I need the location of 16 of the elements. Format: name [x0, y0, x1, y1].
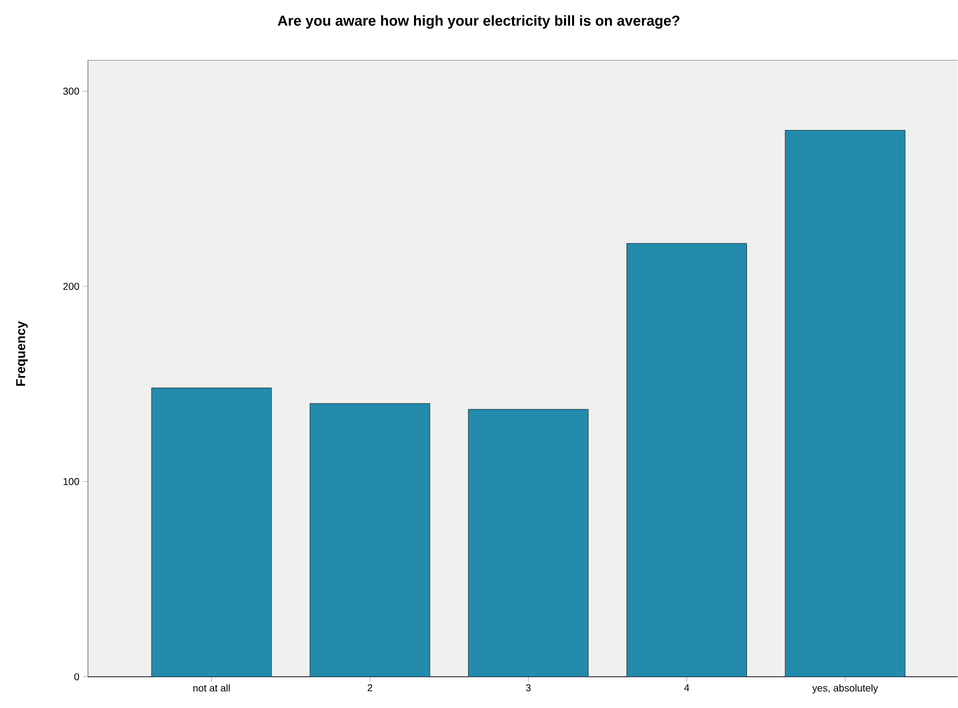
- y-tick-label: 300: [63, 88, 80, 95]
- x-tick-label: not at all: [193, 684, 230, 692]
- bar: [310, 403, 430, 677]
- chart-title: Are you aware how high your electricity bill is on average?: [278, 15, 680, 29]
- x-tick-label: 4: [684, 684, 690, 692]
- bar: [626, 243, 747, 677]
- x-tick-label: 3: [526, 684, 531, 692]
- bar: [784, 130, 906, 677]
- x-tick-label: yes, absolutely: [812, 684, 878, 694]
- y-axis-title: Frequency: [16, 321, 28, 386]
- bar: [468, 409, 588, 677]
- y-tick-label: 100: [64, 478, 80, 486]
- bar: [151, 388, 272, 677]
- x-tick-label: 2: [368, 684, 372, 692]
- y-tick-label: 0: [74, 673, 80, 680]
- y-tick-label: 200: [63, 282, 80, 290]
